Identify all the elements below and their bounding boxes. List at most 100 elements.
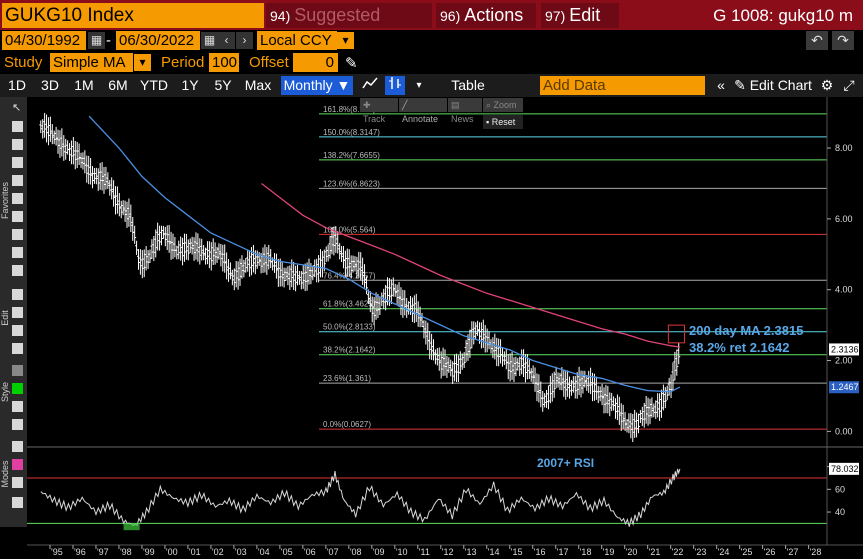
track-button[interactable]: ✚ Track [360,98,398,124]
date-dash: - [106,32,111,49]
x-tick-label: '26 [764,547,776,557]
range-6m-button[interactable]: 6M [108,77,128,93]
highlight-box [667,324,685,344]
y-tick-label: 0.00 [835,426,853,436]
color-tool-icon[interactable] [12,365,23,376]
suggested-charts-button[interactable]: 94)Suggested Charts [266,3,432,51]
chart-type-dropdown-icon[interactable]: ▾ [416,80,422,91]
start-date-field[interactable]: 04/30/1992 [2,31,86,50]
y-tick-label: 4.00 [835,285,853,295]
add-data-input[interactable]: Add Data [540,76,705,95]
thickness-tool-icon[interactable] [12,401,23,412]
crosshair-tool-icon[interactable] [12,121,23,132]
study-field[interactable]: Simple MA [50,53,133,72]
study-dropdown-icon[interactable]: ▾ [134,54,151,71]
range-3d-button[interactable]: 3D [41,77,59,93]
color-swatch-icon[interactable] [12,383,23,394]
x-tick-label: '04 [258,547,270,557]
ma-100-line [88,115,681,393]
actions-button[interactable]: 96)Actions ▼ [436,3,536,51]
expand-icon[interactable]: ⤢ [843,77,855,93]
pencil-icon[interactable]: ✎ [345,55,358,72]
redo-icon[interactable]: ↷ [832,31,854,50]
forward-arrow-icon[interactable]: › [236,32,253,49]
back-arrow-icon[interactable]: ‹ [218,32,235,49]
reset-button[interactable]: ▪ Reset [483,115,523,129]
x-tick-label: '13 [465,547,477,557]
rsi-tick-label: 60 [835,484,845,494]
style-tool-icon[interactable] [12,419,23,430]
annotation-ret-text: 38.2% ret 2.1642 [689,340,789,355]
magnet-tool-icon[interactable] [12,477,23,488]
settings-gear-icon[interactable]: ⚙ [820,77,834,93]
chart-area[interactable]: 161.8%(8.963) 150.0%(8.3147) 138.2%(7.6655… [27,97,863,559]
rsi-value-tag: 78.032 [831,464,859,474]
range-1m-button[interactable]: 1M [74,77,94,93]
chart-id-title: G 1008: gukg10 m [713,6,853,25]
actions-num: 96) [440,8,461,24]
trend-tool-icon[interactable] [12,139,23,150]
range-max-button[interactable]: Max [244,77,272,93]
undo-icon[interactable]: ↶ [806,31,828,50]
period-field[interactable]: 100 [209,53,239,72]
ticker-field[interactable]: GUKG10 Index [2,3,264,28]
rsi-value-tag-bg [829,462,859,475]
x-tick-label: '08 [350,547,362,557]
x-tick-label: '22 [672,547,684,557]
x-tick-label: '15 [511,547,523,557]
currency-field[interactable]: Local CCY [257,31,337,50]
table-button[interactable]: Table [451,77,485,93]
range-1d-button[interactable]: 1D [8,77,26,93]
x-tick-label: '19 [603,547,615,557]
palette-icon[interactable] [12,459,23,470]
track-label: Track [363,114,386,124]
study-label: Study [4,54,43,71]
range-1y-button[interactable]: 1Y [181,77,199,93]
arrow-tool-icon[interactable] [12,211,23,222]
x-tick-label: '07 [327,547,339,557]
start-calendar-icon[interactable]: ▦ [88,32,105,49]
collapse-icon[interactable]: « [717,77,725,93]
range-ytd-button[interactable]: YTD [140,77,168,93]
x-tick-label: '03 [235,547,247,557]
trash-icon[interactable] [12,343,23,354]
title-bar: GUKG10 Index 94)Suggested Charts 96)Acti… [0,0,863,51]
fib-level-label: 138.2%(7.6655) [323,151,380,160]
line-chart-icon[interactable] [360,76,380,95]
ma-200-line [261,182,680,348]
brush-tool-icon[interactable] [12,307,23,318]
channel-tool-icon[interactable] [12,175,23,186]
line-tool-icon[interactable] [12,289,23,300]
end-date-field[interactable]: 06/30/2022 [116,31,200,50]
frequency-dropdown[interactable]: Monthly ▼ [281,76,353,95]
moving-averages [88,115,681,393]
currency-dropdown-icon[interactable]: ▾ [337,32,354,49]
x-tick-label: '11 [419,547,430,557]
text-tool-icon[interactable] [12,247,23,258]
news-button[interactable]: ▤ News [448,98,482,124]
pitchfork-tool-icon[interactable] [12,193,23,204]
rsi-annotation-text: 2007+ RSI [537,456,594,470]
pen-tool-icon[interactable] [12,441,23,452]
bar-chart-icon[interactable] [385,76,405,95]
edit-menu-button[interactable]: 97)Edit ▼ [541,3,619,51]
last-price-tag-bg [829,343,859,356]
edit-chart-button[interactable]: ✎ Edit Chart [734,76,812,95]
range-5y-button[interactable]: 5Y [214,77,232,93]
fib-level-label: 100.0%(5.564) [323,225,376,234]
offset-field[interactable]: 0 [293,53,338,72]
x-tick-label: '12 [442,547,454,557]
cursor-icon[interactable]: ↖ [12,102,22,114]
ma-price-tag-bg [829,381,859,394]
x-tick-label: '27 [787,547,799,557]
zoom-button[interactable]: ⌕ Zoom [483,98,523,112]
annotate-button[interactable]: ╱ Annotate [399,98,447,124]
shape-tool-icon[interactable] [12,229,23,240]
x-tick-label: '09 [373,547,385,557]
fib-tool-icon[interactable] [12,157,23,168]
measure-tool-icon[interactable] [12,265,23,276]
copy-tool-icon[interactable] [12,325,23,336]
suggested-charts-num: 94) [270,8,291,24]
end-calendar-icon[interactable]: ▦ [201,32,218,49]
settings-tool-icon[interactable] [12,497,23,508]
